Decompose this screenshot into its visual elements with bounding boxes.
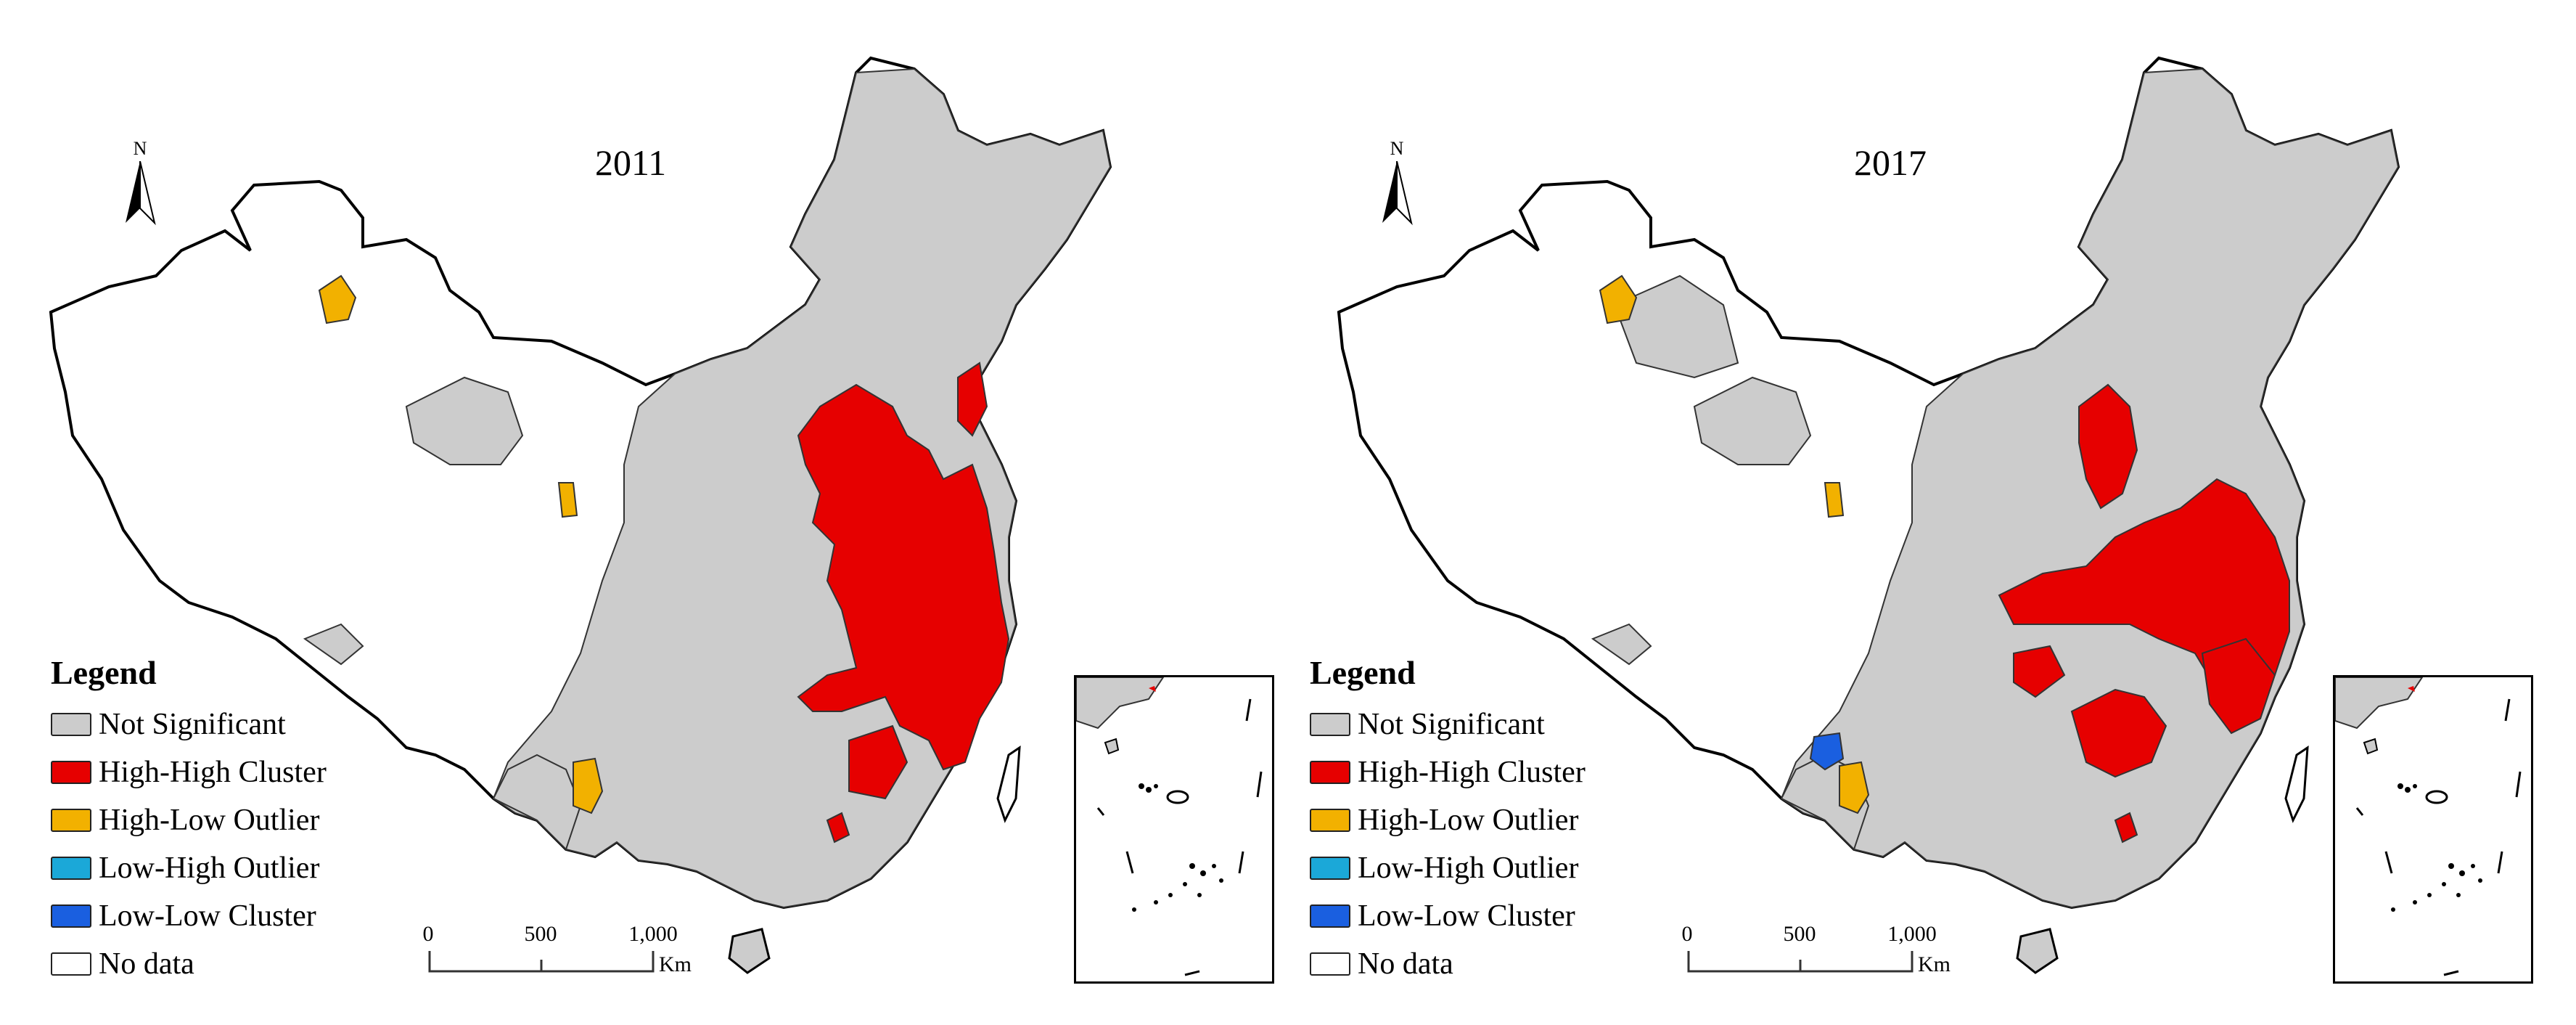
scale-tick-label: 500 xyxy=(1783,922,1816,946)
legend-label: No data xyxy=(1358,947,1453,981)
hainan-island xyxy=(728,928,771,974)
hainan-island xyxy=(2016,928,2059,974)
high-high-cluster-north xyxy=(2078,383,2138,510)
high-low-outlier-gansu xyxy=(557,482,578,518)
legend-item: No data xyxy=(51,940,486,988)
legend-item: Not Significant xyxy=(51,701,486,748)
legend-swatch xyxy=(1310,713,1350,736)
peninsula-outline xyxy=(957,362,988,437)
legend-swatch xyxy=(1310,857,1350,880)
legend-title: Legend xyxy=(51,654,157,691)
north-arrow: N xyxy=(1379,138,1415,226)
legend-label: High-High Cluster xyxy=(99,756,327,789)
legend-label: Not Significant xyxy=(99,708,286,741)
taiwan-island xyxy=(2284,746,2309,823)
legend-item: Low-High Outlier xyxy=(1310,844,1745,892)
year-label: 2011 xyxy=(595,142,667,183)
legend-item: High-Low Outlier xyxy=(1310,796,1745,844)
north-arrow: N xyxy=(122,138,158,226)
not-significant-tibet xyxy=(303,623,364,666)
legend-swatch xyxy=(51,952,91,976)
legend-item: Low-Low Cluster xyxy=(1310,892,1745,940)
legend-label: High-Low Outlier xyxy=(1358,804,1579,837)
scale-tick-label: 0 xyxy=(422,922,434,946)
legend-swatch xyxy=(51,904,91,928)
legend-item: High-Low Outlier xyxy=(51,796,486,844)
scale-tick-label: 500 xyxy=(524,922,557,946)
scale-unit-label: Km xyxy=(659,952,692,976)
map-panel-2011: 2011 N Legend Not Significant High-High … xyxy=(49,56,1274,988)
scale-bar: 0 500 1,000 Km xyxy=(423,922,733,987)
legend-label: No data xyxy=(99,947,194,981)
scale-tick-label: 1,000 xyxy=(1887,922,1937,946)
legend-label: Not Significant xyxy=(1358,708,1545,741)
legend-label: Low-High Outlier xyxy=(99,852,320,885)
not-significant-tibet xyxy=(1591,623,1652,666)
high-high-cluster-coast xyxy=(2201,637,2276,735)
north-label: N xyxy=(1390,138,1404,159)
not-significant-gansu xyxy=(1693,376,1812,465)
legend-swatch xyxy=(1310,904,1350,928)
not-significant-gansu xyxy=(405,376,524,465)
scale-bar-line xyxy=(428,951,655,973)
china-map-2011 xyxy=(49,56,1112,974)
scale-bar: 0 500 1,000 Km xyxy=(1682,922,1992,987)
low-low-cluster-yunnan xyxy=(1809,732,1845,771)
south-china-sea-inset xyxy=(1074,675,1274,984)
legend-label: Low-High Outlier xyxy=(1358,852,1579,885)
high-high-cluster-central xyxy=(1998,478,2290,698)
legend: Legend Not Significant High-High Cluster… xyxy=(51,653,486,988)
scale-unit-label: Km xyxy=(1918,952,1951,976)
scale-tick-label: 1,000 xyxy=(628,922,678,946)
high-low-outlier-gansu xyxy=(1824,482,1845,518)
legend-label: Low-Low Cluster xyxy=(1358,899,1575,933)
high-low-outlier-yunnan xyxy=(1839,761,1870,814)
legend-swatch xyxy=(1310,761,1350,784)
legend-swatch xyxy=(51,713,91,736)
high-high-cluster-inland xyxy=(2013,645,2066,698)
taiwan-island xyxy=(996,746,1021,823)
legend-item: Low-Low Cluster xyxy=(51,892,486,940)
high-low-outlier-yunnan xyxy=(573,757,604,814)
scale-bar-line xyxy=(1687,951,1913,973)
legend-item: Not Significant xyxy=(1310,701,1745,748)
year-label: 2017 xyxy=(1854,142,1927,183)
inset-map xyxy=(1075,677,1263,976)
legend-swatch xyxy=(51,809,91,832)
legend-label: High-Low Outlier xyxy=(99,804,320,837)
legend-swatch xyxy=(1310,809,1350,832)
china-map-2017 xyxy=(1337,56,2400,974)
map-panel-2017: 2017 N Legend Not Significant High-High … xyxy=(1288,0,2576,1025)
scale-tick-label: 0 xyxy=(1681,922,1693,946)
legend-title: Legend xyxy=(1310,654,1416,691)
high-high-cluster-small xyxy=(2114,812,2138,844)
legend-swatch xyxy=(51,857,91,880)
legend-item: High-High Cluster xyxy=(51,748,486,796)
high-low-outlier-xinjiang xyxy=(318,274,357,324)
north-label: N xyxy=(133,138,147,159)
north-arrow-icon xyxy=(1382,161,1413,226)
high-high-cluster-small xyxy=(826,812,850,844)
not-significant-xinjiang xyxy=(1613,274,1739,379)
inset-map xyxy=(2334,677,2522,976)
legend-swatch xyxy=(1310,952,1350,976)
legend: Legend Not Significant High-High Cluster… xyxy=(1310,653,1745,988)
legend-item: Low-High Outlier xyxy=(51,844,486,892)
high-low-outlier-xinjiang xyxy=(1599,274,1638,324)
north-arrow-icon xyxy=(126,161,156,226)
south-china-sea-inset xyxy=(2333,675,2533,984)
legend-item: High-High Cluster xyxy=(1310,748,1745,796)
legend-swatch xyxy=(51,761,91,784)
high-high-cluster-south xyxy=(848,724,908,800)
high-high-cluster-south xyxy=(2070,688,2167,778)
legend-label: High-High Cluster xyxy=(1358,756,1586,789)
legend-label: Low-Low Cluster xyxy=(99,899,316,933)
legend-item: No data xyxy=(1310,940,1745,988)
high-high-cluster-region xyxy=(797,383,1010,771)
